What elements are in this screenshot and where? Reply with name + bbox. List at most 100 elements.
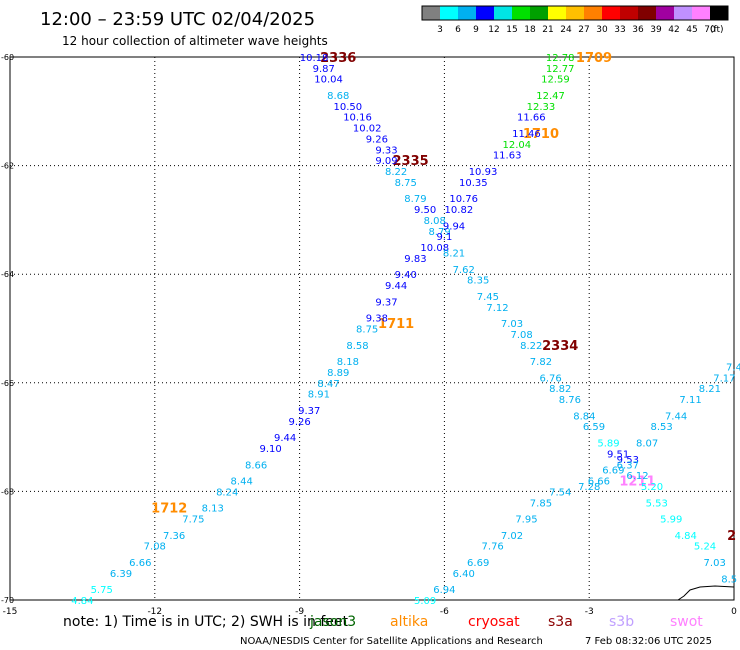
color-scale-swatch: [566, 6, 584, 20]
swh-point: 7.4: [726, 363, 740, 374]
swh-point: 7.12: [486, 303, 508, 314]
swh-point: 9.40: [395, 270, 417, 281]
swh-point: 9.37: [375, 297, 397, 308]
track-label: 1211: [619, 475, 655, 490]
swh-point: 7.54: [549, 487, 571, 498]
map-grid: [10, 57, 734, 600]
swh-point: 6.40: [453, 569, 475, 580]
color-scale-label: 3: [437, 25, 443, 35]
swh-point: 8.79: [404, 194, 426, 205]
swh-point: 7.36: [163, 531, 185, 542]
swh-point: 10.16: [343, 113, 372, 124]
satellite-legend-jason3: jason3: [309, 614, 356, 630]
swh-point: 9.50: [414, 205, 436, 216]
satellite-legend-s3b: s3b: [609, 614, 634, 630]
swh-point: 9.37: [298, 406, 320, 417]
swh-point: 8.84: [573, 411, 595, 422]
swh-point: 7.44: [665, 411, 687, 422]
swh-point: 4.84: [71, 596, 93, 607]
color-scale-bar: 3 6 9 12 15 18 21 24 27 30 33 36 39 42 45 70(ft): [421, 5, 729, 35]
track-label: 2334: [542, 339, 578, 354]
swh-point: 6.69: [602, 466, 624, 477]
color-scale-label: 15: [506, 25, 517, 35]
swh-point: 12.78: [546, 53, 575, 64]
swh-point: 11.46: [512, 129, 541, 140]
y-tick-label: -62: [1, 162, 14, 171]
track-label: 1710: [523, 127, 559, 142]
swh-point: 9.26: [366, 134, 388, 145]
x-tick-label: -3: [585, 607, 594, 617]
satellite-legend-swot: swot: [670, 614, 703, 630]
swh-point: 9.44: [274, 433, 296, 444]
swh-point: 8.21: [699, 384, 721, 395]
credit-text: NOAA/NESDIS Center for Satellite Applica…: [240, 636, 543, 647]
swh-point: 12.47: [536, 91, 565, 102]
x-tick-label: -9: [295, 607, 304, 617]
plot-frame: [9, 56, 735, 601]
color-scale-swatch: [512, 6, 530, 20]
color-scale-label: 33: [614, 25, 625, 35]
swh-point: 6.69: [467, 558, 489, 569]
color-scale-label: 27: [578, 25, 589, 35]
swh-point: 6.66: [588, 477, 610, 488]
track-label: 2: [727, 529, 736, 544]
color-scale-swatch: [530, 6, 548, 20]
swh-point: 5.09: [414, 596, 436, 607]
color-scale-label: 42: [668, 25, 679, 35]
swh-point: 8.21: [443, 248, 465, 259]
track-label: 1711: [378, 317, 414, 332]
color-scale-swatch: [440, 6, 458, 20]
x-tick-label: -15: [3, 607, 18, 617]
swh-point: 10.02: [353, 124, 382, 135]
color-scale-label: 39: [650, 25, 662, 35]
color-scale-swatch: [674, 6, 692, 20]
y-tick-label: -70: [1, 596, 14, 605]
swh-point: 7.28: [578, 482, 600, 493]
swh-point: 8.75: [395, 178, 417, 189]
satellite-legend-altika: altika: [390, 614, 428, 630]
swh-point: 10.93: [469, 167, 498, 178]
color-scale-label: 45: [686, 25, 697, 35]
swh-point: 8.18: [337, 357, 359, 368]
swh-point: 8.91: [308, 390, 330, 401]
color-scale-swatch: [548, 6, 566, 20]
swh-point: 9.38: [366, 314, 388, 325]
swh-point: 7.08: [144, 542, 166, 553]
color-scale-swatch: [692, 6, 710, 20]
swh-point: 8.07: [636, 439, 658, 450]
color-scale-label: 21: [542, 25, 553, 35]
swh-point: 9.10: [260, 444, 282, 455]
swh-point: 10.82: [445, 205, 474, 216]
swh-point: 8.08: [424, 216, 446, 227]
swh-point: 6.66: [129, 558, 151, 569]
swh-point: 12.59: [541, 75, 570, 86]
swh-point: 7.85: [530, 498, 552, 509]
swh-point: 5.20: [641, 482, 663, 493]
x-tick-label: -12: [147, 607, 162, 617]
color-scale-label: 9: [473, 25, 479, 35]
swh-point: 12.04: [502, 140, 531, 151]
track-label: 2335: [393, 154, 429, 169]
swh-point: 8.75: [356, 325, 378, 336]
color-scale-swatch: [710, 6, 728, 20]
footer-note: note: 1) Time is in UTC; 2) SWH is in fe…: [63, 614, 349, 630]
swh-point: 8.53: [650, 422, 672, 433]
color-scale-label: 18: [524, 25, 536, 35]
color-scale-swatch: [620, 6, 638, 20]
color-scale-swatch: [422, 6, 440, 20]
swh-point: 9.51: [607, 449, 629, 460]
swh-point: 5.53: [646, 498, 668, 509]
track-label: 2336: [320, 51, 356, 66]
swh-point: 9.1: [436, 232, 452, 243]
swh-point: 12.33: [527, 102, 556, 113]
swh-point: 5.89: [597, 439, 619, 450]
chart-title: 12:00 – 23:59 UTC 02/04/2025: [40, 9, 315, 30]
swh-point: 8.89: [327, 368, 349, 379]
swh-point: 10.76: [449, 194, 478, 205]
swh-point: 7.95: [515, 515, 537, 526]
swh-point: 5.99: [660, 515, 682, 526]
swh-point: 6.59: [583, 422, 605, 433]
swh-point: 9.09: [375, 156, 397, 167]
color-scale-swatch: [458, 6, 476, 20]
swh-point: 10.04: [314, 75, 343, 86]
